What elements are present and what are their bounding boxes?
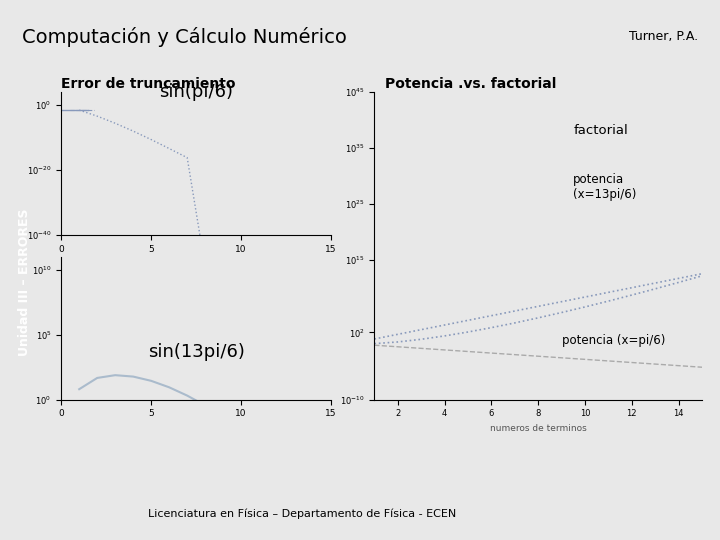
Text: Error de truncamiento: Error de truncamiento [61,77,235,91]
Text: Turner, P.A.: Turner, P.A. [629,30,698,43]
X-axis label: numeros de terminos: numeros de terminos [490,424,587,433]
Text: potencia
(x=13pi/6): potencia (x=13pi/6) [573,173,636,201]
Text: sin(13pi/6): sin(13pi/6) [148,342,245,361]
Text: Potencia .vs. factorial: Potencia .vs. factorial [385,77,557,91]
Text: sin(pi/6): sin(pi/6) [159,83,233,100]
Text: factorial: factorial [573,125,628,138]
Text: Unidad III – ERRORES: Unidad III – ERRORES [18,208,31,356]
Text: potencia (x=pi/6): potencia (x=pi/6) [562,334,665,347]
Text: Licenciatura en Física – Departamento de Física - ECEN: Licenciatura en Física – Departamento de… [148,509,456,519]
Text: Computación y Cálculo Numérico: Computación y Cálculo Numérico [22,26,346,47]
